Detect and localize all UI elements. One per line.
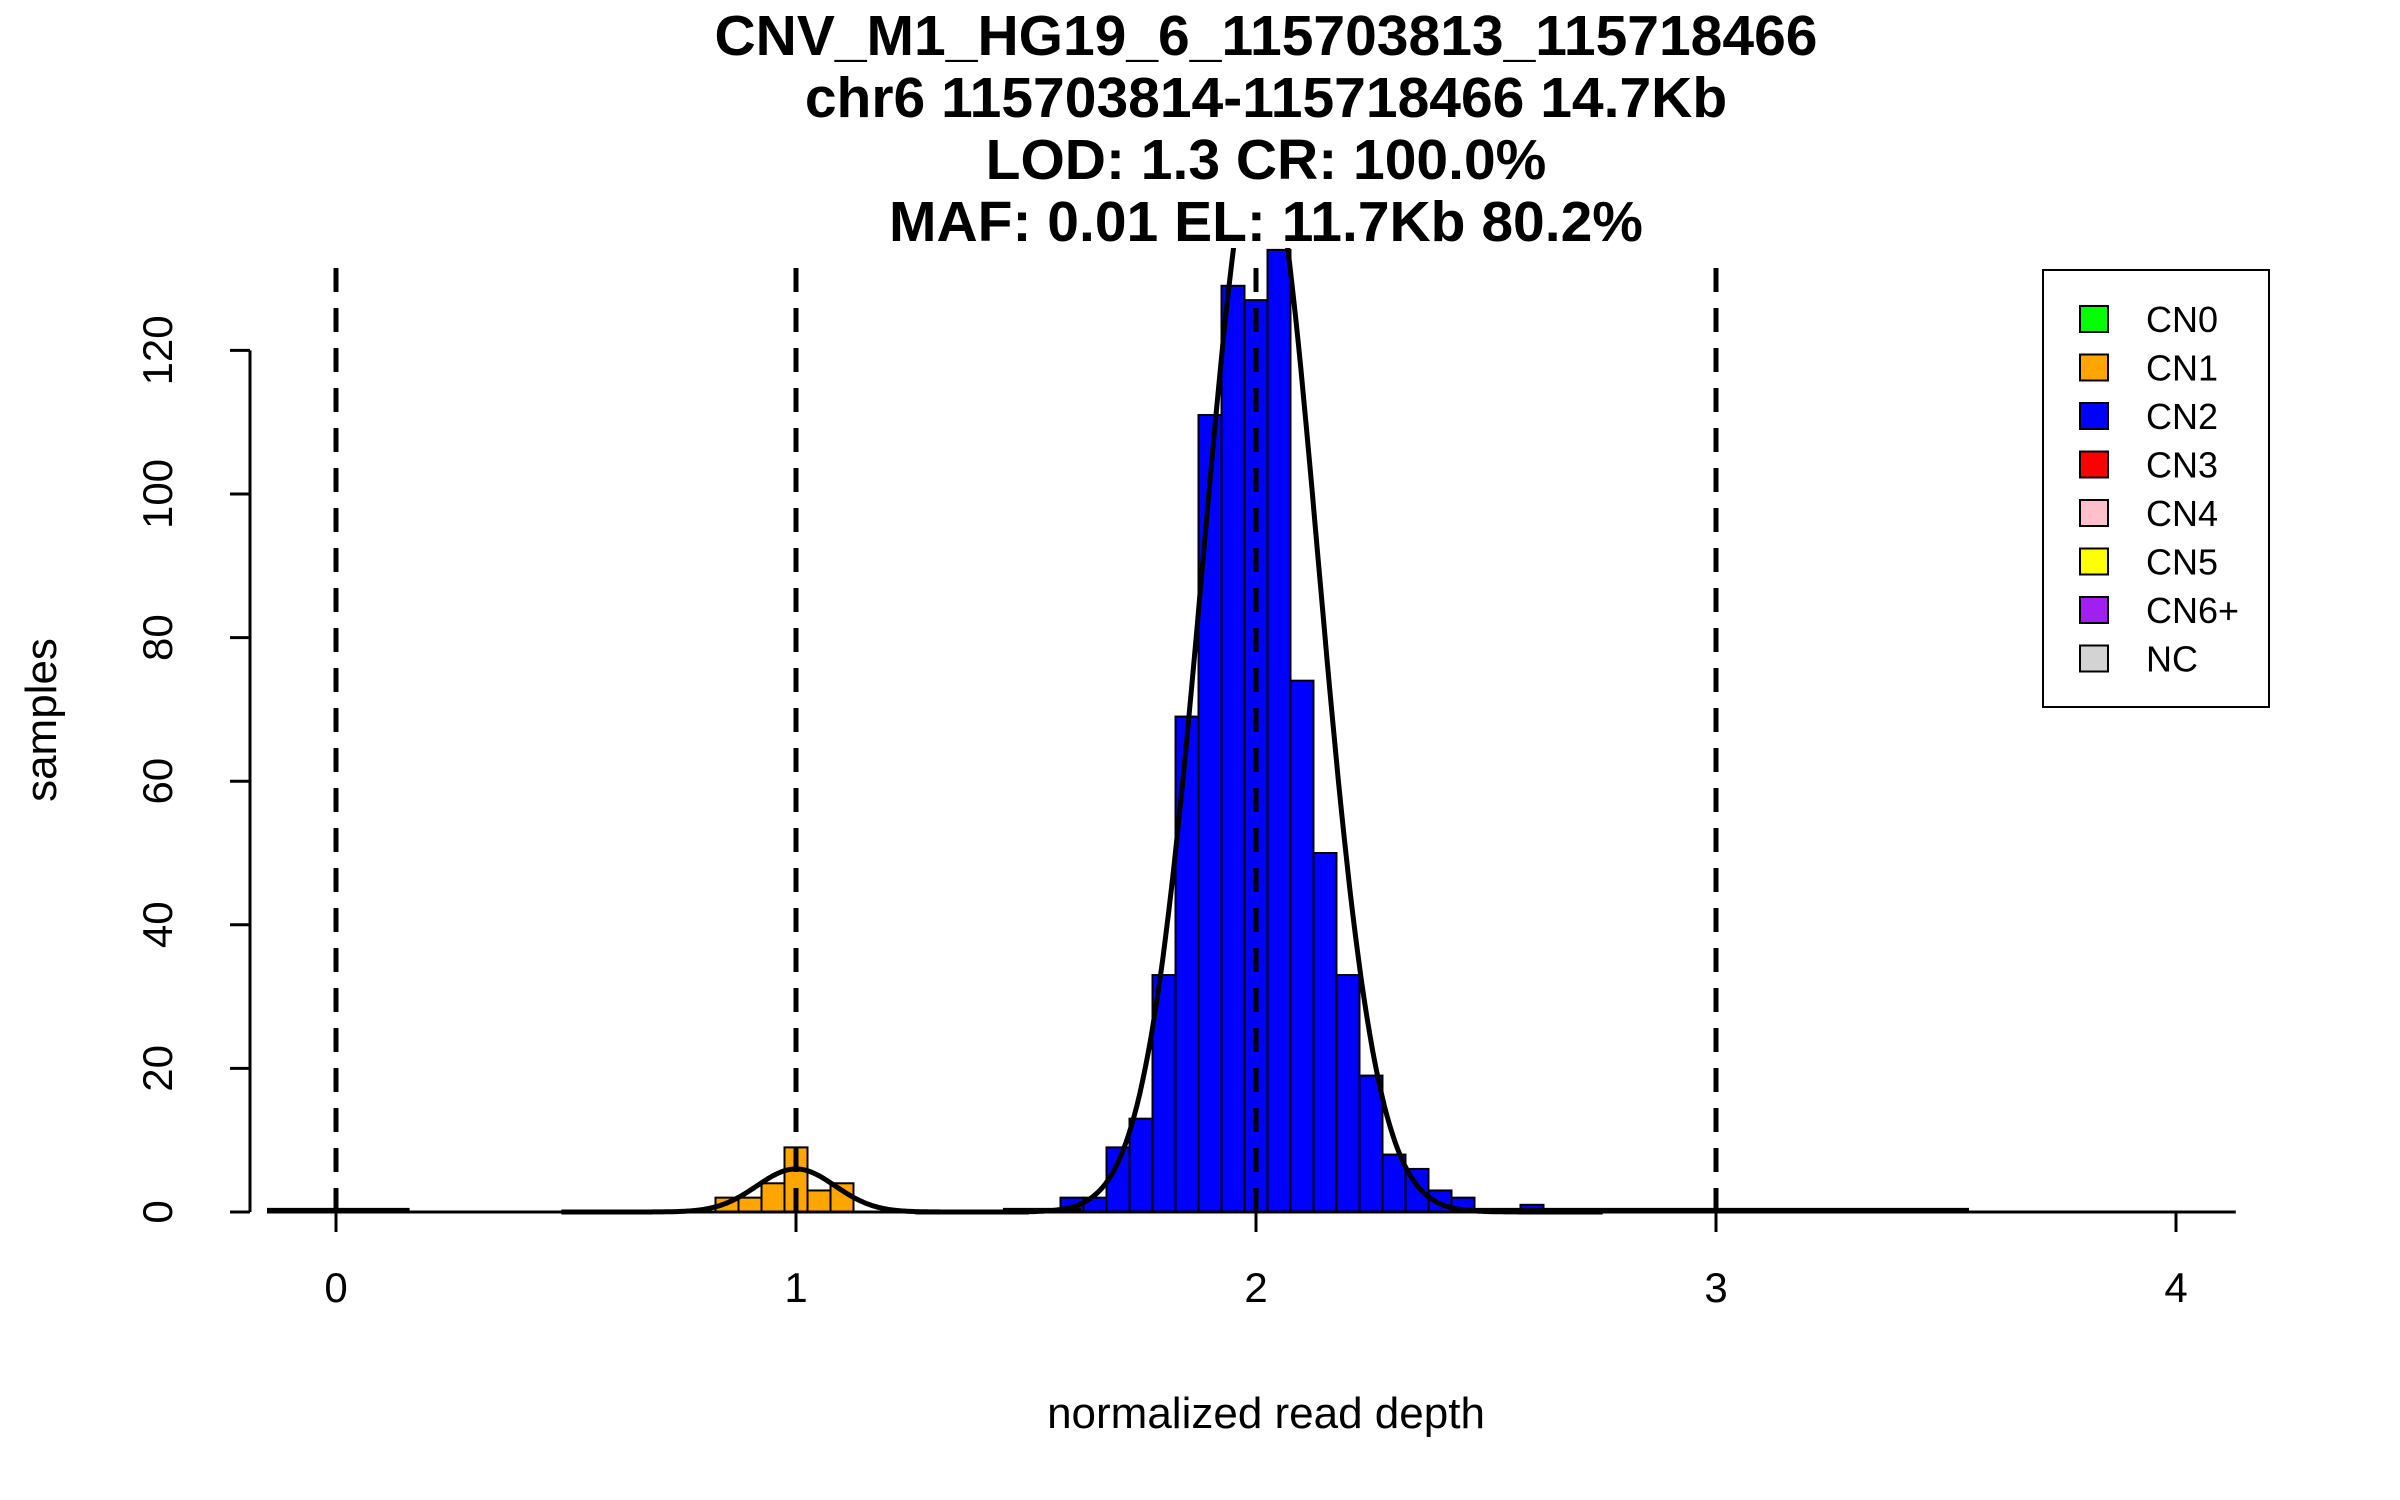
legend-swatch: [2079, 596, 2109, 624]
histogram-bar: [1358, 1074, 1384, 1213]
histogram-bar: [806, 1189, 832, 1213]
legend-label: CN6+: [2146, 590, 2239, 631]
x-tick-label: 4: [2164, 1264, 2187, 1311]
histogram-bar: [1312, 852, 1338, 1213]
title-line-3: LOD: 1.3 CR: 100.0%: [986, 128, 1547, 192]
legend-label: CN3: [2146, 445, 2218, 486]
legend-box: [2042, 269, 2270, 708]
x-tick-label: 1: [784, 1264, 807, 1311]
y-tick-label: 60: [134, 758, 181, 805]
x-tick-label: 0: [324, 1264, 347, 1311]
histogram-bar: [1335, 974, 1361, 1213]
legend-label: NC: [2146, 639, 2198, 680]
histogram-bar: [1220, 284, 1246, 1213]
legend-swatch: [2079, 353, 2109, 382]
histogram-bar: [1128, 1117, 1154, 1214]
y-tick-label: 120: [134, 315, 181, 385]
legend-label: CN5: [2146, 542, 2218, 583]
legend: CN0 CN1 CN2 CN3 CN4 CN5 CN6+ NC: [2042, 269, 2270, 708]
legend-label: CN2: [2146, 396, 2218, 437]
y-axis-label: samples: [17, 638, 66, 802]
histogram-bar: [760, 1182, 786, 1214]
y-tick-label: 40: [134, 901, 181, 948]
legend-label: CN0: [2146, 299, 2218, 340]
histogram-bar: [1289, 679, 1315, 1213]
histogram-bars: [714, 248, 1545, 1214]
legend-label: CN4: [2146, 493, 2218, 534]
title-line-2: chr6 115703814-115718466 14.7Kb: [805, 66, 1727, 130]
histogram-bar: [737, 1196, 763, 1214]
histogram-bar: [1174, 715, 1200, 1214]
x-tick-label: 2: [1244, 1264, 1267, 1311]
y-tick-label: 0: [134, 1200, 181, 1223]
histogram-bar: [1266, 248, 1292, 1213]
legend-swatch: [2079, 499, 2109, 527]
y-tick-label: 80: [134, 614, 181, 661]
copy-number-guides: [333, 268, 1719, 1212]
histogram-bar: [1197, 414, 1223, 1213]
legend-swatch: [2079, 402, 2109, 430]
y-tick-label: 100: [134, 459, 181, 529]
chart-title: CNV_M1_HG19_6_115703813_115718466 chr6 1…: [715, 4, 1818, 254]
legend-swatch: [2079, 547, 2109, 576]
y-tick-label: 20: [134, 1045, 181, 1092]
x-axis-label: normalized read depth: [1047, 1389, 1485, 1438]
legend-label: CN1: [2146, 348, 2218, 389]
title-line-4: MAF: 0.01 EL: 11.7Kb 80.2%: [889, 190, 1643, 254]
legend-swatch: [2079, 450, 2109, 479]
title-line-1: CNV_M1_HG19_6_115703813_115718466: [715, 4, 1818, 68]
legend-swatch: [2079, 305, 2109, 333]
x-tick-label: 3: [1704, 1264, 1727, 1311]
legend-swatch: [2079, 644, 2109, 673]
